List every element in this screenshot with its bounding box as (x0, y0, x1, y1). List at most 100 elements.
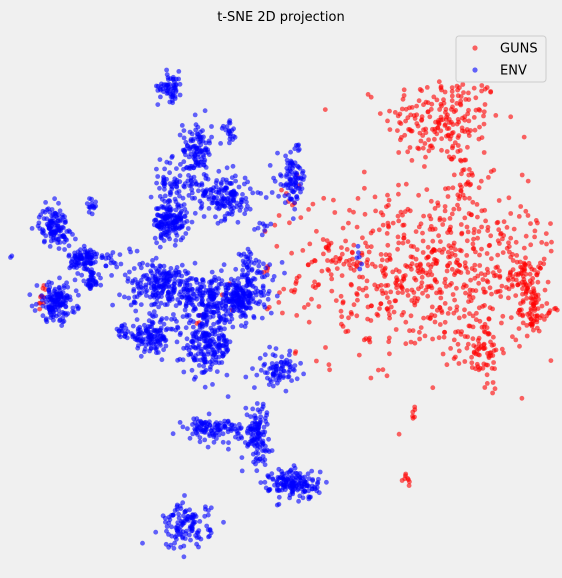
data-point-env (42, 209, 48, 215)
data-point-guns (363, 240, 368, 246)
data-point-env (214, 369, 220, 374)
data-point-env (282, 193, 288, 199)
data-point-env (66, 243, 72, 249)
data-point-guns (402, 209, 408, 215)
data-point-env (201, 134, 206, 140)
data-point-guns (517, 307, 522, 313)
data-point-env (57, 317, 63, 323)
data-point-env (179, 262, 185, 268)
data-point-env (218, 181, 224, 187)
data-point-env (40, 297, 45, 303)
data-point-env (243, 207, 249, 213)
data-point-guns (429, 304, 435, 310)
data-point-guns (520, 286, 525, 292)
data-point-env (252, 419, 258, 425)
data-point-guns (380, 367, 386, 373)
data-point-env (173, 76, 179, 82)
data-point-guns (451, 356, 457, 361)
data-point-guns (414, 247, 420, 253)
data-point-guns (495, 238, 501, 244)
data-point-env (44, 282, 50, 288)
data-point-env (296, 164, 301, 170)
data-point-guns (401, 93, 407, 98)
data-point-env (212, 421, 218, 427)
data-point-guns (477, 263, 483, 268)
data-point-guns (364, 244, 370, 250)
data-point-guns (468, 277, 473, 283)
data-point-guns (454, 83, 460, 89)
data-point-guns (385, 118, 390, 124)
data-point-env (289, 378, 294, 383)
data-point-env (162, 515, 168, 521)
data-point-guns (330, 257, 336, 263)
data-point-env (240, 192, 245, 197)
data-point-guns (490, 390, 495, 396)
data-point-env (203, 188, 209, 194)
data-point-guns (401, 87, 407, 93)
data-point-guns (462, 260, 468, 265)
data-point-env (268, 221, 274, 227)
data-point-env (96, 272, 101, 277)
data-point-guns (421, 127, 426, 133)
data-point-guns (491, 334, 496, 340)
data-point-guns (401, 276, 406, 282)
data-point-guns (397, 111, 403, 117)
data-point-env (164, 280, 170, 286)
data-point-env (32, 308, 38, 313)
data-point-guns (437, 287, 443, 292)
data-point-env (223, 127, 229, 133)
data-point-env (207, 283, 213, 289)
data-point-env (192, 426, 198, 432)
data-point-env (246, 259, 252, 265)
data-point-env (119, 323, 125, 329)
data-point-env (265, 473, 271, 478)
data-point-guns (458, 102, 464, 108)
data-point-guns (382, 265, 388, 271)
data-point-env (181, 135, 187, 141)
data-point-guns (430, 261, 436, 267)
data-point-env (55, 304, 60, 310)
data-point-guns (462, 359, 468, 364)
data-point-env (178, 162, 183, 167)
data-point-guns (524, 333, 530, 339)
data-point-env (202, 430, 208, 435)
data-point-guns (456, 315, 462, 321)
data-point-guns (369, 303, 374, 309)
data-point-env (242, 175, 248, 181)
data-point-guns (434, 131, 440, 137)
data-point-env (177, 132, 183, 138)
data-point-env (224, 180, 230, 185)
data-point-env (44, 216, 50, 222)
data-point-env (283, 478, 289, 484)
data-point-env (134, 294, 140, 300)
data-point-guns (455, 202, 460, 208)
data-point-guns (339, 245, 344, 251)
data-point-env (288, 149, 293, 155)
data-point-env (149, 324, 155, 330)
data-point-env (155, 333, 161, 339)
data-point-guns (396, 431, 402, 437)
data-point-env (154, 180, 160, 186)
data-point-guns (457, 263, 462, 268)
data-point-guns (543, 231, 549, 237)
data-point-env (239, 304, 245, 309)
data-point-guns (474, 202, 480, 207)
data-point-env (181, 554, 187, 560)
data-point-env (191, 308, 196, 313)
data-point-env (223, 338, 229, 344)
data-point-guns (375, 284, 381, 289)
data-point-guns (310, 283, 316, 289)
data-point-guns (455, 135, 461, 141)
data-point-guns (475, 352, 481, 357)
data-point-guns (479, 224, 484, 230)
data-point-env (187, 435, 193, 441)
data-point-env (216, 313, 222, 319)
data-point-env (181, 289, 187, 294)
data-point-env (170, 98, 175, 103)
data-point-guns (497, 288, 503, 294)
data-point-guns (320, 237, 326, 242)
data-point-env (273, 377, 278, 383)
data-point-env (181, 345, 187, 351)
data-point-env (170, 218, 176, 223)
